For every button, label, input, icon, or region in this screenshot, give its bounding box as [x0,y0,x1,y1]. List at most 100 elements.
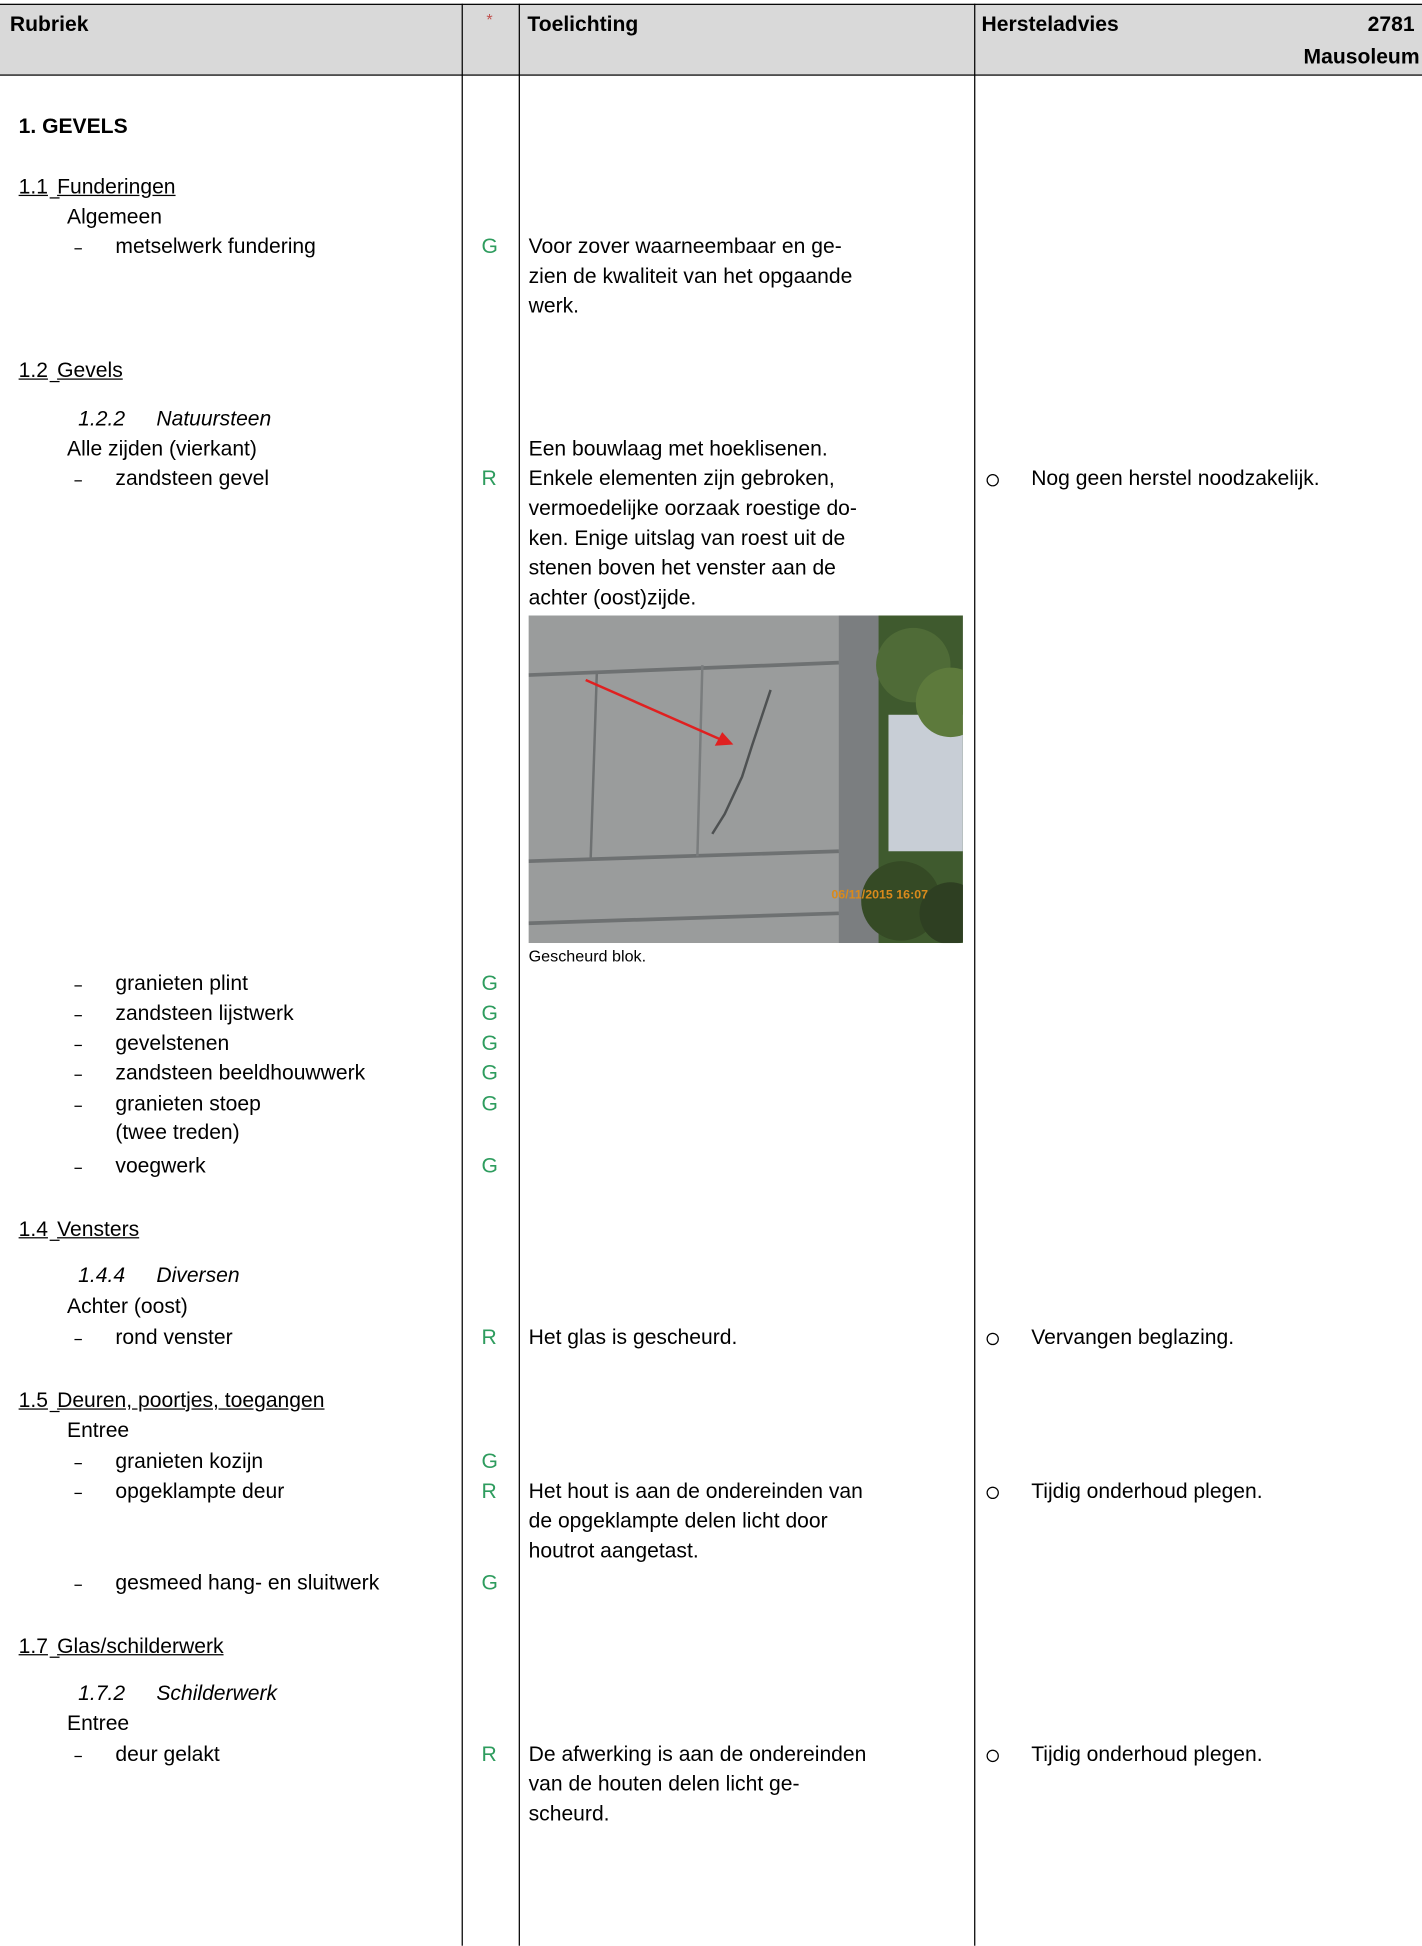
item-label: zandsteen gevel [115,466,270,491]
column-rule [974,3,976,1946]
item-dash [74,1044,82,1047]
header-toelichting: Toelichting [527,12,639,36]
item-dash [74,248,82,250]
rating: R [481,1742,497,1766]
toelichting-line: werk. [528,294,580,318]
advice-bullet [986,474,999,487]
heading-number: 1.1 [18,174,48,199]
toelichting-line: Het hout is aan de ondereinden van [528,1479,863,1503]
item-dash [74,1492,82,1495]
item-label: opgeklampte deur [115,1479,285,1503]
rating: R [481,1479,497,1503]
toelichting-line: de opgeklampte delen licht door [528,1508,828,1533]
toelichting-line: ken. Enige uitslag van roest uit de [528,526,846,550]
rating: G [481,1031,498,1055]
item-label: deur gelakt [115,1742,220,1766]
toelichting-line: zien de kwaliteit van het opgaande [528,264,853,288]
item-label: metselwerk fundering [115,234,316,259]
rating: G [481,1091,498,1116]
group-label: Entree [67,1418,130,1442]
toelichting-line: van de houten delen licht ge- [528,1772,800,1796]
toelichting-line: Een bouwlaag met hoeklisenen. [528,436,828,461]
item-label: rond venster [115,1325,233,1349]
column-rule [461,3,463,1946]
photo-image [528,615,963,944]
advice-bullet [986,1486,999,1500]
header-number: 2781 [1367,12,1415,36]
header-top-rule [0,3,1422,5]
item-label: granieten kozijn [115,1449,264,1473]
item-dash [74,1167,82,1169]
header-name: Mausoleum [1303,44,1420,69]
item-label: zandsteen lijstwerk [115,1001,294,1025]
heading-number: 1.2 [18,358,48,383]
group-label: Achter (oost) [67,1294,188,1318]
header-hersteladvies: Hersteladvies [981,12,1119,36]
group-label: Algemeen [67,204,163,229]
item-dash [74,1463,82,1465]
toelichting-line: scheurd. [528,1801,610,1826]
header-band [0,3,1422,75]
header-star: * [486,9,493,29]
item-dash [74,1105,82,1107]
toelichting-line: achter (oost)zijde. [528,585,697,610]
item-dash [74,1015,82,1017]
section-title: 1. GEVELS [18,114,128,138]
advice-bullet [986,1749,999,1763]
item-dash [74,1755,82,1758]
toelichting-line: Voor zover waarneembaar en ge- [528,234,842,259]
item-dash [74,480,82,482]
photo-stamp: 06/11/2015 16:07 [831,888,929,903]
group-label: Alle zijden (vierkant) [67,436,257,461]
item-dash [74,1584,82,1586]
advice-text: Tijdig onderhoud plegen. [1031,1479,1263,1503]
rating: G [481,971,498,996]
photo [528,615,963,944]
column-rule [518,3,520,1946]
advice-text: Vervangen beglazing. [1031,1325,1235,1349]
subheading-title: Diversen [156,1263,240,1287]
toelichting-line: Enkele elementen zijn gebroken, [528,466,835,491]
rating: R [481,1325,497,1349]
heading-title: Vensters [57,1217,140,1241]
header-rubriek: Rubriek [9,12,89,36]
rating: G [481,1060,498,1085]
heading-number: 1.7 [18,1634,48,1658]
rating: G [481,1570,498,1595]
item-label: granieten plint [115,971,248,996]
heading-gap [49,1239,60,1241]
advice-bullet [986,1332,999,1346]
item-dash [74,1074,82,1076]
toelichting-line: houtrot aangetast. [528,1538,699,1563]
toelichting-line: Het glas is gescheurd. [528,1325,738,1349]
heading-gap [49,1656,60,1658]
item-dash [74,1338,82,1341]
subheading-number: 1.7.2 [78,1681,126,1705]
item-label: gesmeed hang- en sluitwerk [115,1570,380,1595]
item-continuation: (twee treden) [115,1120,240,1145]
subheading-title: Natuursteen [156,407,272,431]
item-label: gevelstenen [115,1031,230,1055]
rating: G [481,234,498,259]
rating: R [481,466,497,491]
heading-number: 1.4 [18,1217,48,1241]
toelichting-line: De afwerking is aan de ondereinden [528,1742,867,1766]
rating: G [481,1449,498,1473]
heading-title: Glas/schilderwerk [57,1634,224,1658]
photo-caption: Gescheurd blok. [528,946,647,966]
heading-title: Deuren, poortjes, toegangen [57,1388,325,1413]
subheading-title: Schilderwerk [156,1681,278,1705]
item-label: voegwerk [115,1154,206,1178]
heading-gap [49,380,60,383]
toelichting-line: stenen boven het venster aan de [528,555,836,580]
subheading-number: 1.2.2 [78,407,126,431]
toelichting-line: vermoedelijke oorzaak roestige do- [528,496,857,520]
heading-number: 1.5 [18,1388,48,1413]
item-label: zandsteen beeldhouwwerk [115,1060,366,1085]
header-bottom-rule [0,74,1422,76]
advice-text: Tijdig onderhoud plegen. [1031,1742,1263,1766]
heading-title: Funderingen [57,174,176,199]
rating: G [481,1001,498,1025]
